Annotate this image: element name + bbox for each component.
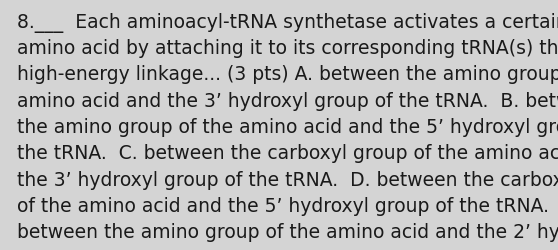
Text: group of the tRNA.: group of the tRNA. [17,249,191,250]
Text: the 3’ hydroxyl group of the tRNA.  D. between the carboxyl group: the 3’ hydroxyl group of the tRNA. D. be… [17,170,558,189]
Text: the tRNA.  C. between the carboxyl group of the amino acid and: the tRNA. C. between the carboxyl group … [17,144,558,163]
Text: between the amino group of the amino acid and the 2’ hydroxyl: between the amino group of the amino aci… [17,222,558,242]
Text: of the amino acid and the 5’ hydroxyl group of the tRNA.  E.: of the amino acid and the 5’ hydroxyl gr… [17,196,558,215]
Text: high-energy linkage... (3 pts) A. between the amino group of the: high-energy linkage... (3 pts) A. betwee… [17,65,558,84]
Text: amino acid by attaching it to its corresponding tRNA(s) through a: amino acid by attaching it to its corres… [17,39,558,58]
Text: amino acid and the 3’ hydroxyl group of the tRNA.  B. between: amino acid and the 3’ hydroxyl group of … [17,91,558,110]
Text: the amino group of the amino acid and the 5’ hydroxyl group of: the amino group of the amino acid and th… [17,118,558,137]
Text: 8.___  Each aminoacyl-tRNA synthetase activates a certain: 8.___ Each aminoacyl-tRNA synthetase act… [17,12,558,32]
